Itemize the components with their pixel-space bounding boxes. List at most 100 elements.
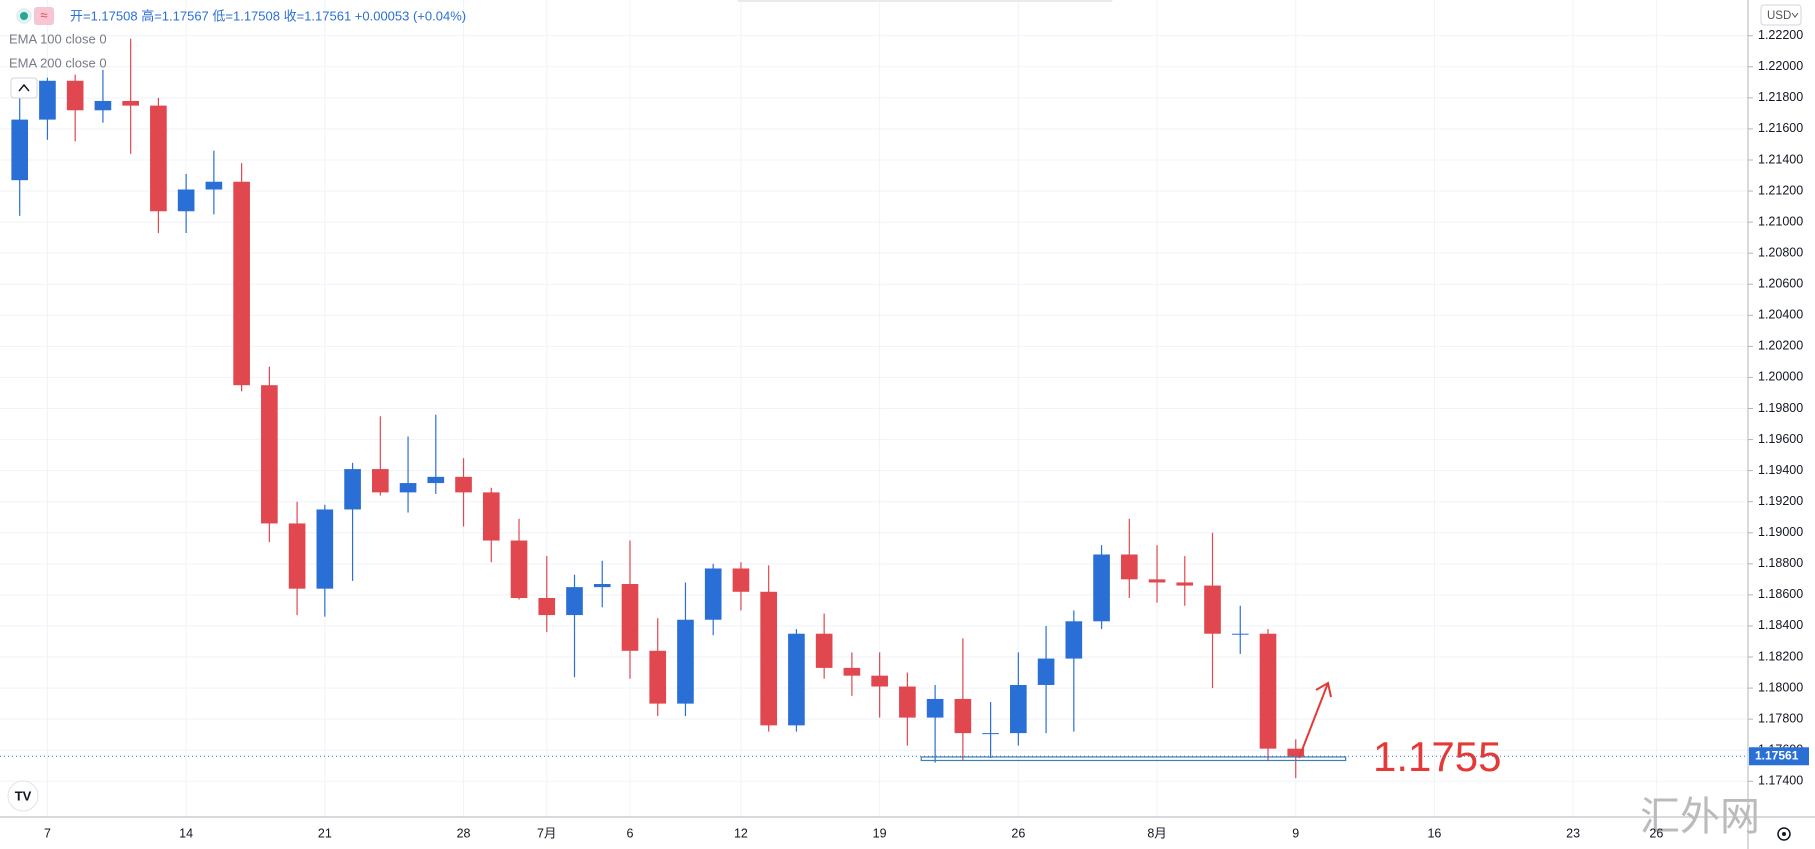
- y-tick-label: 1.20000: [1758, 370, 1803, 384]
- arrow: [1298, 681, 1332, 759]
- candle-body: [94, 100, 112, 111]
- x-tick-label: 21: [318, 826, 332, 840]
- y-tick-label: 1.19000: [1758, 525, 1803, 539]
- y-tick-label: 1.19800: [1758, 401, 1803, 415]
- candle-body: [677, 619, 694, 704]
- y-tick-label: 1.18200: [1758, 649, 1803, 663]
- y-tick-label: 1.19400: [1758, 463, 1803, 477]
- x-tick-label: 26: [1649, 826, 1663, 840]
- y-tick-label: 1.21600: [1758, 121, 1803, 135]
- candle-body: [177, 189, 195, 212]
- candle-body: [899, 686, 916, 718]
- top-panel-handle[interactable]: [737, 0, 1113, 2]
- candle-body: [593, 584, 611, 588]
- y-tick-label: 1.22200: [1758, 28, 1803, 42]
- candle-body: [621, 584, 639, 651]
- x-tick-label: 12: [734, 826, 748, 840]
- last-price-label: 1.17561: [1755, 748, 1799, 762]
- y-tick-label: 1.17400: [1758, 774, 1803, 788]
- y-tick-label: 1.19200: [1758, 494, 1803, 508]
- y-tick-label: 1.22000: [1758, 59, 1803, 73]
- currency-caret: [1791, 12, 1799, 18]
- candle-body: [371, 469, 389, 493]
- candle-body: [66, 80, 84, 111]
- x-tick-label: 9: [1292, 826, 1299, 840]
- candle-body: [1204, 585, 1221, 634]
- candle-body: [815, 633, 833, 668]
- x-tick-label: 7月: [537, 826, 556, 840]
- candle-body: [649, 650, 667, 704]
- wave-icon: ≈: [40, 7, 47, 22]
- candle-body: [1148, 579, 1166, 583]
- candle-body: [316, 509, 334, 589]
- y-tick-label: 1.17800: [1758, 711, 1803, 725]
- candle-body: [954, 698, 972, 734]
- candle-body: [1176, 582, 1194, 586]
- candle-body: [843, 667, 861, 676]
- candle-body: [510, 540, 528, 598]
- candle-body: [11, 119, 29, 181]
- candle-body: [482, 492, 500, 541]
- candle-body: [732, 568, 750, 592]
- x-tick-label: 14: [179, 826, 193, 840]
- watermark: 汇外网: [1640, 794, 1760, 840]
- candle-body: [982, 733, 999, 735]
- y-tick-label: 1.21800: [1758, 90, 1803, 104]
- wave-icon-bg: [34, 7, 54, 25]
- ohlc-legend: 开=1.17508 高=1.17567 低=1.17508 收=1.17561 …: [70, 8, 466, 23]
- y-tick-label: 1.20800: [1758, 245, 1803, 259]
- candle-body: [1259, 633, 1277, 749]
- candle-body: [39, 80, 56, 120]
- x-tick-label: 16: [1427, 826, 1441, 840]
- x-tick-label: 19: [873, 826, 887, 840]
- candle-body: [926, 698, 944, 718]
- y-tick-label: 1.21200: [1758, 183, 1803, 197]
- settings-icon[interactable]: [1777, 827, 1791, 841]
- y-tick-label: 1.18400: [1758, 618, 1803, 632]
- y-tick-label: 1.19600: [1758, 432, 1803, 446]
- x-tick-label: 23: [1566, 826, 1580, 840]
- y-tick-label: 1.18000: [1758, 680, 1803, 694]
- candle-body: [455, 476, 472, 493]
- y-tick-label: 1.21400: [1758, 152, 1803, 166]
- y-tick-label: 1.20600: [1758, 277, 1803, 291]
- svg-text:TV: TV: [15, 788, 32, 803]
- y-tick-label: 1.21000: [1758, 214, 1803, 228]
- y-tick-label: 1.20200: [1758, 339, 1803, 353]
- candles: [11, 38, 1305, 779]
- candle-body: [1065, 621, 1083, 659]
- candle-body: [1287, 748, 1305, 757]
- collapse-icon: [18, 83, 30, 92]
- candle-body: [1120, 554, 1138, 580]
- study-label[interactable]: EMA 100 close 0: [9, 31, 107, 46]
- x-tick-label: 6: [627, 826, 634, 840]
- y-tick-label: 1.18800: [1758, 556, 1803, 570]
- x-tick-label: 8月: [1147, 826, 1166, 840]
- candle-body: [704, 568, 722, 620]
- candle-body: [1231, 633, 1249, 635]
- candle-body: [1037, 658, 1055, 685]
- collapse-button[interactable]: [10, 77, 38, 99]
- currency-button[interactable]: [1760, 4, 1802, 26]
- candle-body: [399, 483, 417, 493]
- candle-body: [122, 100, 139, 106]
- candle-body: [288, 523, 306, 589]
- candle-body: [788, 633, 805, 726]
- study-label[interactable]: EMA 200 close 0: [9, 55, 107, 70]
- candle-body: [760, 591, 778, 726]
- candle-body: [1093, 554, 1110, 622]
- candle-body: [427, 476, 445, 484]
- last-price-badge: [1749, 747, 1809, 766]
- candle-body: [566, 587, 583, 616]
- candle-body: [233, 181, 250, 386]
- candle-body: [261, 385, 278, 524]
- x-tick-label: 7: [44, 826, 51, 840]
- currency-label: USD: [1767, 10, 1791, 22]
- tv-logo: TV: [7, 780, 39, 812]
- candle-body: [871, 675, 888, 687]
- candle-body: [1010, 684, 1027, 734]
- candle-body: [538, 597, 556, 616]
- candle-body: [150, 105, 167, 212]
- candle-body: [205, 181, 223, 190]
